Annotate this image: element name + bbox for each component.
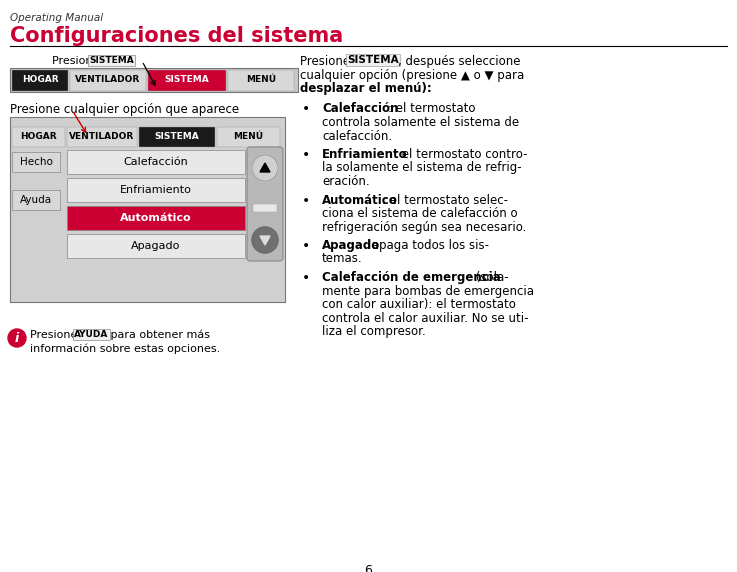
Text: Automático: Automático <box>120 213 192 223</box>
Circle shape <box>252 155 278 181</box>
Bar <box>148 70 226 91</box>
Text: cualquier opción (presione ▲ o ▼ para: cualquier opción (presione ▲ o ▼ para <box>300 69 524 81</box>
Text: calefacción.: calefacción. <box>322 129 392 142</box>
Text: Enfriamiento: Enfriamiento <box>120 185 192 195</box>
Text: Presione: Presione <box>30 330 81 340</box>
Text: desplazar el menú):: desplazar el menú): <box>300 82 432 95</box>
Text: Enfriamiento: Enfriamiento <box>322 148 408 161</box>
Text: con calor auxiliar): el termostato: con calor auxiliar): el termostato <box>322 298 516 311</box>
Text: SISTEMA: SISTEMA <box>89 56 133 65</box>
Text: Apagado: Apagado <box>131 241 181 251</box>
Text: controla solamente el sistema de: controla solamente el sistema de <box>322 116 519 129</box>
Polygon shape <box>260 236 270 245</box>
Bar <box>67 150 245 174</box>
Text: eración.: eración. <box>322 175 370 188</box>
Text: refrigeración según sea necesario.: refrigeración según sea necesario. <box>322 220 526 233</box>
Text: 6: 6 <box>365 564 372 572</box>
Text: SISTEMA: SISTEMA <box>155 132 200 141</box>
Text: : el termostato selec-: : el termostato selec- <box>382 193 508 206</box>
Text: Presione cualquier opción que aparece: Presione cualquier opción que aparece <box>10 103 239 116</box>
Text: •: • <box>302 271 310 285</box>
Bar <box>67 206 245 230</box>
Text: Presione: Presione <box>300 55 354 68</box>
Text: Calefacción: Calefacción <box>124 157 189 167</box>
Text: Operating Manual: Operating Manual <box>10 13 103 23</box>
Bar <box>217 127 280 147</box>
Text: liza el compresor.: liza el compresor. <box>322 325 426 338</box>
Text: Calefacción: Calefacción <box>322 102 399 116</box>
Bar <box>139 127 215 147</box>
Text: Hecho: Hecho <box>20 157 52 167</box>
Text: MENÚ: MENÚ <box>234 132 264 141</box>
Text: SISTEMA: SISTEMA <box>164 76 209 85</box>
Text: Presione: Presione <box>52 56 103 66</box>
Text: •: • <box>302 193 310 208</box>
Text: HOGAR: HOGAR <box>20 132 57 141</box>
Bar <box>228 70 294 91</box>
Text: : apaga todos los sis-: : apaga todos los sis- <box>364 239 489 252</box>
Text: información sobre estas opciones.: información sobre estas opciones. <box>30 344 220 355</box>
Text: Calefacción de emergencia: Calefacción de emergencia <box>322 271 500 284</box>
Text: Automático: Automático <box>322 193 398 206</box>
Polygon shape <box>260 163 270 172</box>
Bar <box>67 234 245 258</box>
Text: VENTILADOR: VENTILADOR <box>69 132 135 141</box>
Bar <box>10 117 285 302</box>
Text: controla el calor auxiliar. No se uti-: controla el calor auxiliar. No se uti- <box>322 312 528 324</box>
Circle shape <box>8 329 26 347</box>
Bar <box>70 70 146 91</box>
Text: SISTEMA: SISTEMA <box>347 55 399 65</box>
Text: •: • <box>302 239 310 253</box>
Bar <box>253 204 277 212</box>
Text: VENTILADOR: VENTILADOR <box>75 76 141 85</box>
Text: Ayuda: Ayuda <box>20 195 52 205</box>
Text: AYUDA: AYUDA <box>74 330 108 339</box>
Text: •: • <box>302 102 310 117</box>
Bar <box>12 70 68 91</box>
Text: mente para bombas de emergencia: mente para bombas de emergencia <box>322 284 534 297</box>
Text: para obtener más: para obtener más <box>107 330 210 340</box>
Text: i: i <box>15 332 19 344</box>
Bar <box>12 190 60 210</box>
Circle shape <box>252 227 278 253</box>
Text: (sola-: (sola- <box>472 271 509 284</box>
Bar <box>12 152 60 172</box>
Text: Configuraciones del sistema: Configuraciones del sistema <box>10 26 343 46</box>
Text: ciona el sistema de calefacción o: ciona el sistema de calefacción o <box>322 207 517 220</box>
FancyBboxPatch shape <box>247 147 283 261</box>
Text: MENÚ: MENÚ <box>246 76 276 85</box>
Bar <box>10 68 298 92</box>
Bar <box>12 127 65 147</box>
Bar <box>67 178 245 202</box>
Text: la solamente el sistema de refrig-: la solamente el sistema de refrig- <box>322 161 522 174</box>
Bar <box>67 127 137 147</box>
Text: : el termostato contro-: : el termostato contro- <box>394 148 528 161</box>
Text: temas.: temas. <box>322 252 363 265</box>
Text: Apagado: Apagado <box>322 239 380 252</box>
Text: : el termostato: : el termostato <box>388 102 475 116</box>
Text: •: • <box>302 148 310 162</box>
Text: , después seleccione: , después seleccione <box>398 55 520 68</box>
Text: HOGAR: HOGAR <box>21 76 58 85</box>
